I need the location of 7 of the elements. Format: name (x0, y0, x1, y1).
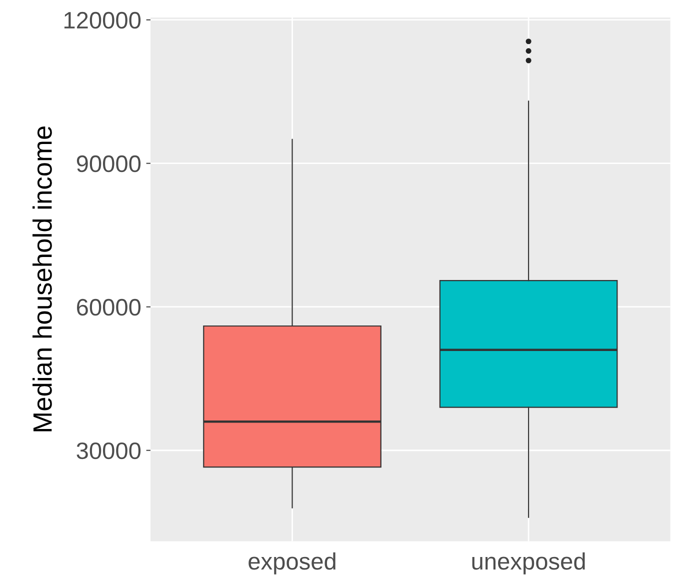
y-tick-label: 60000 (77, 298, 141, 316)
y-axis-title: Median household income (32, 126, 52, 432)
y-tick-label: 120000 (64, 12, 141, 29)
x-tick-label: unexposed (472, 552, 585, 574)
y-tick-label: 90000 (76, 155, 141, 172)
y-tick-label: 30000 (76, 442, 141, 460)
x-tick-label: exposed (248, 552, 336, 574)
